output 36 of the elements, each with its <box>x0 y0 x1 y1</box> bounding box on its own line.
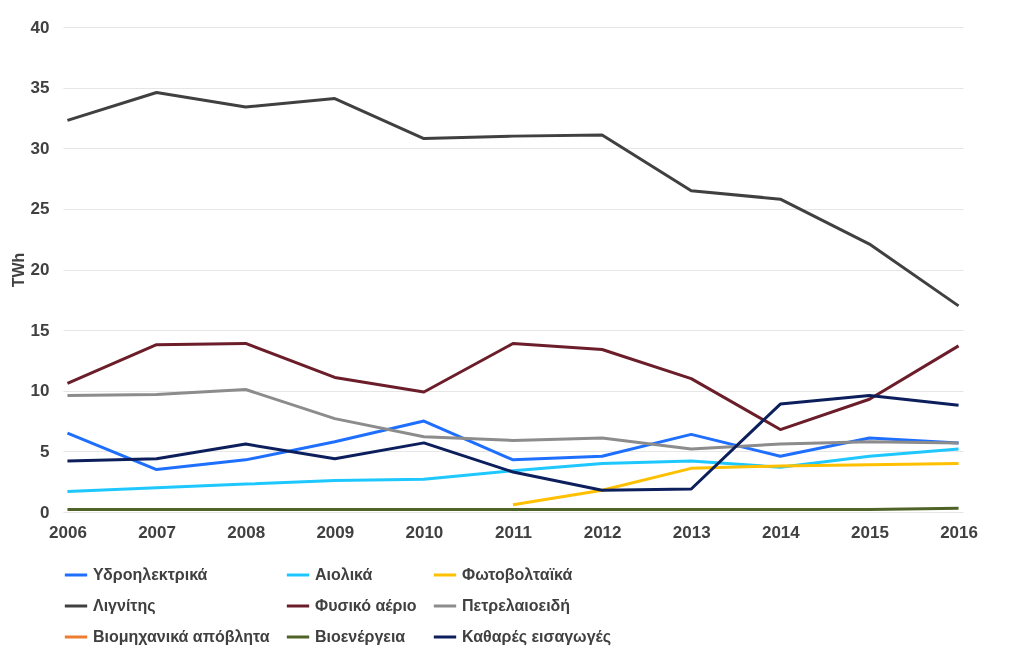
legend-label: Πετρελαιοειδή <box>462 597 571 614</box>
y-axis-title: TWh <box>9 252 27 288</box>
x-tick-label: 2010 <box>405 522 444 542</box>
legend-label: Βιομηχανικά απόβλητα <box>93 628 270 645</box>
legend-label: Φυσικό αέριο <box>315 597 417 614</box>
y-tick-label: 10 <box>30 381 50 401</box>
line-series <box>65 394 961 492</box>
line-series <box>511 462 961 507</box>
x-tick-label: 2009 <box>316 522 355 542</box>
y-tick-label: 20 <box>30 260 50 279</box>
legend-label: Καθαρές εισαγωγές <box>462 628 612 646</box>
y-tick-label: 25 <box>30 199 50 219</box>
legend-label: Βιοενέργεια <box>315 628 406 645</box>
x-tick-label: 2013 <box>672 522 711 542</box>
x-tick-label: 2007 <box>138 522 176 542</box>
line-series <box>65 388 961 451</box>
x-tick-label: 2012 <box>583 522 622 542</box>
line-series <box>65 447 961 493</box>
legend-label: Αιολικά <box>315 566 373 583</box>
line-series <box>65 90 961 308</box>
x-tick-label: 2015 <box>851 522 889 542</box>
y-tick-label: 40 <box>30 17 50 37</box>
y-tick-label: 35 <box>30 78 50 98</box>
y-tick-label: 15 <box>30 320 50 340</box>
legend-label: Φωτοβολταϊκά <box>462 566 573 583</box>
x-tick-label: 2014 <box>761 522 801 542</box>
x-tick-label: 2011 <box>495 522 532 542</box>
x-tick-label: 2016 <box>940 522 978 542</box>
line-series <box>65 341 961 432</box>
y-tick-label: 5 <box>40 441 50 461</box>
x-tick-label: 2006 <box>49 522 87 542</box>
legend-label: Υδροηλεκτρικά <box>93 566 208 583</box>
y-tick-label: 0 <box>40 502 50 522</box>
x-tick-label: 2008 <box>227 522 266 542</box>
legend-label: Λιγνίτης <box>93 597 156 615</box>
y-tick-label: 30 <box>30 138 50 158</box>
